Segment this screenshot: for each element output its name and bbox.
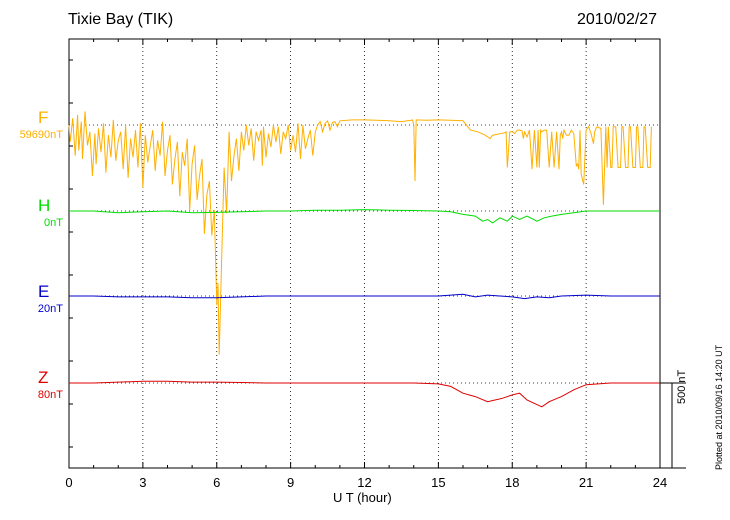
- station-title: Tixie Bay (TIK): [68, 11, 174, 28]
- x-tick-label: 15: [431, 475, 445, 490]
- component-h-baseline: 0nT: [44, 217, 63, 229]
- component-z-baseline: 80nT: [37, 389, 63, 401]
- grid-lines: [69, 39, 660, 468]
- series-z-line: [69, 380, 660, 408]
- scale-bar-label: 500 nT: [676, 369, 688, 404]
- series-f-line: [68, 111, 652, 355]
- series-group: [68, 111, 660, 408]
- component-f-label: F: [38, 108, 49, 127]
- component-f-baseline: 59690nT: [19, 129, 63, 141]
- series-e-line: [69, 293, 660, 300]
- scale-bar: [660, 382, 686, 469]
- x-tick-label: 3: [139, 475, 146, 490]
- date-title: 2010/02/27: [577, 11, 658, 28]
- x-tick-label: 0: [65, 475, 72, 490]
- x-tick-label: 6: [213, 475, 220, 490]
- plotted-timestamp: Plotted at 2010/09/16 14:20 UT: [714, 344, 724, 470]
- x-tick-label: 24: [653, 475, 667, 490]
- x-tick-label: 21: [579, 475, 593, 490]
- component-e-baseline: 20nT: [37, 303, 63, 315]
- x-axis-label: U T (hour): [333, 490, 392, 505]
- x-tick-label: 18: [505, 475, 519, 490]
- x-tick-label: 9: [287, 475, 294, 490]
- x-tick-label: 12: [357, 475, 371, 490]
- component-h-label: H: [38, 196, 51, 215]
- component-z-label: Z: [38, 368, 49, 387]
- series-h-line: [69, 209, 660, 224]
- axis-ticks: 0 3 6 9 12 15 18 21 24: [65, 39, 667, 490]
- component-e-label: E: [38, 282, 50, 301]
